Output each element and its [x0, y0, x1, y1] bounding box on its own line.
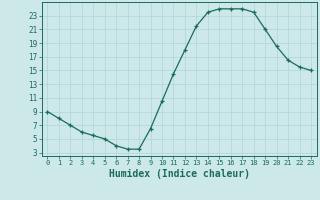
- X-axis label: Humidex (Indice chaleur): Humidex (Indice chaleur): [109, 169, 250, 179]
